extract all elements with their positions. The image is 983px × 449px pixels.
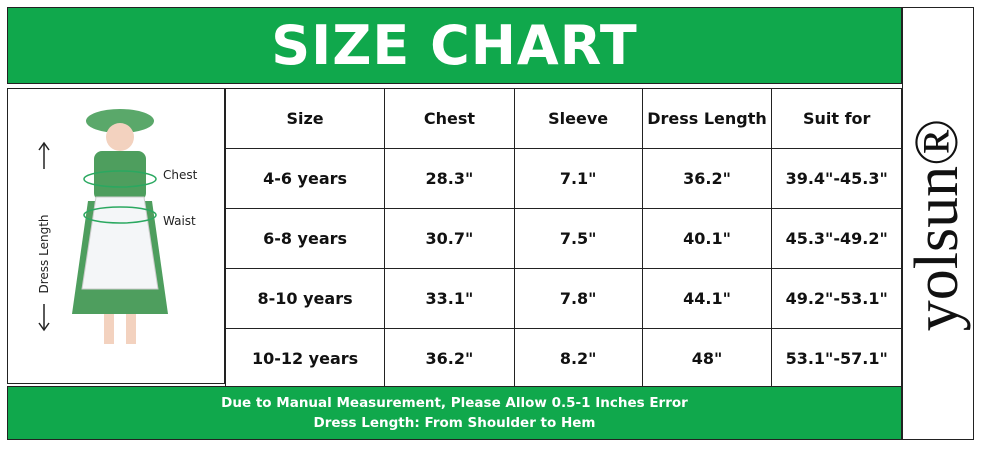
- title: SIZE CHART: [7, 7, 902, 84]
- table-cell: 53.1"-57.1": [771, 328, 902, 389]
- table-cell: 49.2"-53.1": [771, 268, 902, 329]
- table-cell: 40.1": [641, 208, 773, 269]
- brand: yolsun®: [903, 118, 971, 332]
- footer: Due to Manual Measurement, Please Allow …: [7, 386, 902, 440]
- table-cell: 8-10 years: [224, 268, 386, 329]
- waist-label: Waist: [163, 214, 196, 228]
- footer-line: Dress Length: From Shoulder to Hem: [313, 415, 596, 431]
- table-cell: 28.3": [384, 148, 515, 209]
- table-cell: 30.7": [384, 208, 515, 269]
- table-row: 8-10 years 33.1" 7.8" 44.1" 49.2"-53.1": [224, 268, 902, 329]
- footer-line: Due to Manual Measurement, Please Allow …: [221, 395, 688, 411]
- table-cell: 44.1": [641, 268, 773, 329]
- table-cell: 7.1": [513, 148, 643, 209]
- column-header: Size: [224, 88, 386, 149]
- table-cell: 45.3"-49.2": [771, 208, 902, 269]
- table-cell: 39.4"-45.3": [771, 148, 902, 209]
- table-cell: 48": [641, 328, 773, 389]
- size-table: Size Chest Sleeve Dress Length Suit for …: [224, 88, 902, 389]
- table-row: 4-6 years 28.3" 7.1" 36.2" 39.4"-45.3": [224, 148, 902, 209]
- table-cell: 6-8 years: [224, 208, 386, 269]
- illustration: Dress Length Chest Waist: [7, 88, 225, 384]
- column-header: Dress Length: [641, 88, 773, 149]
- table-cell: 8.2": [513, 328, 643, 389]
- table-cell: 7.8": [513, 268, 643, 329]
- table-row: 6-8 years 30.7" 7.5" 40.1" 45.3"-49.2": [224, 208, 902, 269]
- table-cell: 4-6 years: [224, 148, 386, 209]
- dress-length-label: Dress Length: [37, 214, 51, 293]
- chest-label: Chest: [163, 168, 198, 182]
- table-row: 10-12 years 36.2" 8.2" 48" 53.1"-57.1": [224, 328, 902, 389]
- column-header: Chest: [384, 88, 515, 149]
- column-header: Sleeve: [513, 88, 643, 149]
- table-cell: 36.2": [384, 328, 515, 389]
- header-row: Size Chest Sleeve Dress Length Suit for: [224, 88, 902, 149]
- table-cell: 7.5": [513, 208, 643, 269]
- brand-panel: [902, 7, 974, 440]
- column-header: Suit for: [771, 88, 902, 149]
- table-cell: 10-12 years: [224, 328, 386, 389]
- table-cell: 36.2": [641, 148, 773, 209]
- table-cell: 33.1": [384, 268, 515, 329]
